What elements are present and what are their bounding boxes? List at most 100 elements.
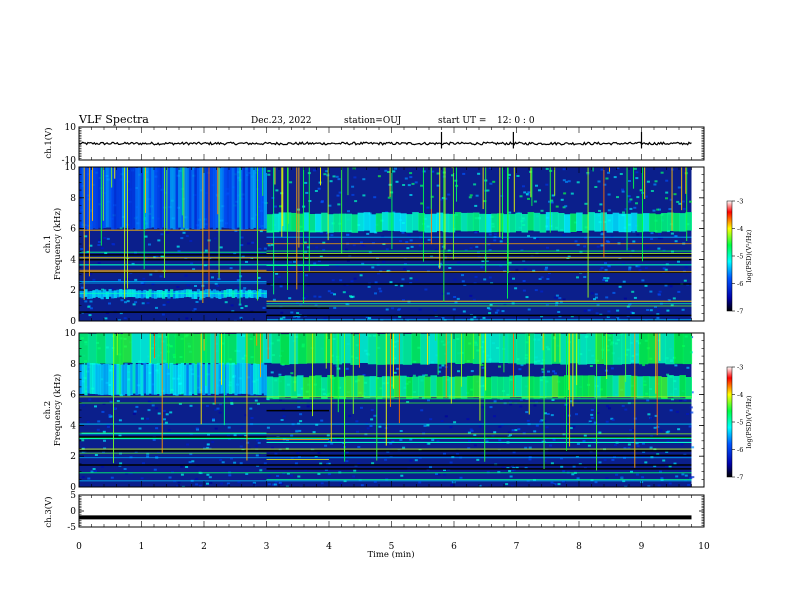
noise-pixel — [498, 439, 502, 442]
band-cell — [245, 333, 255, 364]
band-cell — [146, 167, 150, 229]
band-cell — [667, 212, 674, 231]
noise-pixel — [592, 438, 596, 441]
noise-pixel — [108, 302, 111, 305]
noise-pixel — [550, 199, 554, 202]
noise-pixel — [414, 459, 418, 462]
band-cell — [582, 375, 589, 398]
noise-pixel — [635, 171, 639, 174]
colorbar-ch1-ticks: -3 -4 -5 -6 -7 — [732, 198, 743, 316]
noise-pixel — [349, 295, 352, 298]
noise-pixel — [441, 292, 445, 295]
noise-pixel — [418, 244, 422, 247]
noise-pixel — [92, 278, 96, 281]
noise-pixel — [449, 461, 453, 464]
noise-pixel — [151, 404, 155, 407]
noise-pixel — [567, 254, 571, 257]
noise-pixel — [206, 482, 209, 485]
noise-pixel — [656, 208, 660, 211]
noise-pixel — [298, 429, 302, 432]
noise-pixel — [486, 307, 490, 310]
noise-pixel — [233, 461, 237, 464]
band-cell — [87, 333, 98, 365]
noise-pixel — [191, 460, 195, 463]
spheric-lines — [113, 333, 661, 471]
band-cell — [234, 364, 238, 396]
noise-pixel — [658, 290, 662, 293]
noise-pixel — [402, 299, 405, 301]
band-cell — [100, 291, 104, 299]
noise-pixel — [644, 195, 648, 198]
noise-pixel — [539, 420, 543, 423]
noise-pixel — [244, 305, 248, 308]
noise-pixel — [296, 452, 300, 455]
noise-pixel — [526, 193, 529, 196]
band-cell — [159, 290, 163, 298]
noise-pixel — [146, 417, 150, 420]
noise-pixel — [305, 274, 308, 277]
noise-pixel — [477, 256, 481, 259]
noise-pixel — [538, 189, 541, 192]
band-cell — [87, 291, 91, 299]
noise-pixel — [547, 370, 550, 373]
noise-pixel — [241, 255, 245, 258]
noise-pixel — [189, 453, 193, 456]
noise-pixel — [473, 183, 477, 186]
noise-pixel — [299, 420, 303, 423]
noise-pixel — [544, 412, 547, 415]
noise-pixel — [421, 396, 425, 399]
noise-pixel — [180, 473, 184, 476]
noise-pixel — [227, 397, 231, 400]
noise-pixel — [279, 317, 283, 320]
noise-pixel — [473, 434, 477, 436]
noise-pixel — [533, 237, 537, 240]
noise-pixel — [494, 311, 498, 314]
band-cell — [135, 364, 139, 395]
noise-pixel — [93, 470, 97, 473]
noise-pixel — [219, 458, 223, 461]
band-cell — [594, 213, 601, 232]
noise-pixel — [198, 484, 202, 487]
noise-pixel — [555, 301, 559, 304]
noise-pixel — [376, 257, 379, 260]
noise-pixel — [257, 402, 260, 405]
noise-pixel — [361, 262, 365, 265]
noise-pixel — [236, 279, 240, 282]
noise-pixel — [420, 409, 424, 412]
noise-pixel — [424, 288, 428, 291]
noise-pixel — [233, 319, 237, 321]
noise-pixel — [354, 200, 358, 203]
band-cell — [186, 364, 190, 396]
band-cell — [124, 363, 128, 395]
noise-pixel — [550, 481, 554, 484]
noise-pixel — [214, 427, 218, 430]
noise-pixel — [244, 414, 248, 417]
band-cell — [588, 375, 595, 397]
noise-pixel — [683, 279, 687, 282]
band-cell — [226, 362, 230, 394]
colorbar-tick-label: -3 — [737, 198, 743, 206]
figure-title: VLF Spectra — [78, 113, 149, 126]
noise-pixel — [632, 240, 636, 243]
noise-pixel — [182, 231, 186, 234]
noise-pixel — [632, 429, 636, 432]
noise-pixel — [493, 400, 497, 403]
noise-pixel — [650, 190, 654, 192]
noise-pixel — [678, 471, 682, 474]
band-cell — [239, 168, 243, 230]
noise-pixel — [311, 448, 315, 451]
noise-pixel — [97, 262, 101, 264]
noise-pixel — [576, 443, 580, 445]
band-cell — [242, 363, 246, 394]
noise-pixel — [177, 250, 181, 253]
noise-pixel — [373, 481, 377, 483]
emission-band — [79, 333, 693, 365]
sp1-channel-label: ch.1 — [43, 235, 53, 253]
noise-pixel — [522, 185, 525, 188]
noise-pixel — [627, 195, 631, 198]
band-cell — [557, 376, 565, 398]
noise-pixel — [564, 205, 568, 208]
noise-pixel — [161, 255, 165, 258]
noise-pixel — [572, 465, 576, 468]
noise-pixel — [132, 412, 136, 415]
